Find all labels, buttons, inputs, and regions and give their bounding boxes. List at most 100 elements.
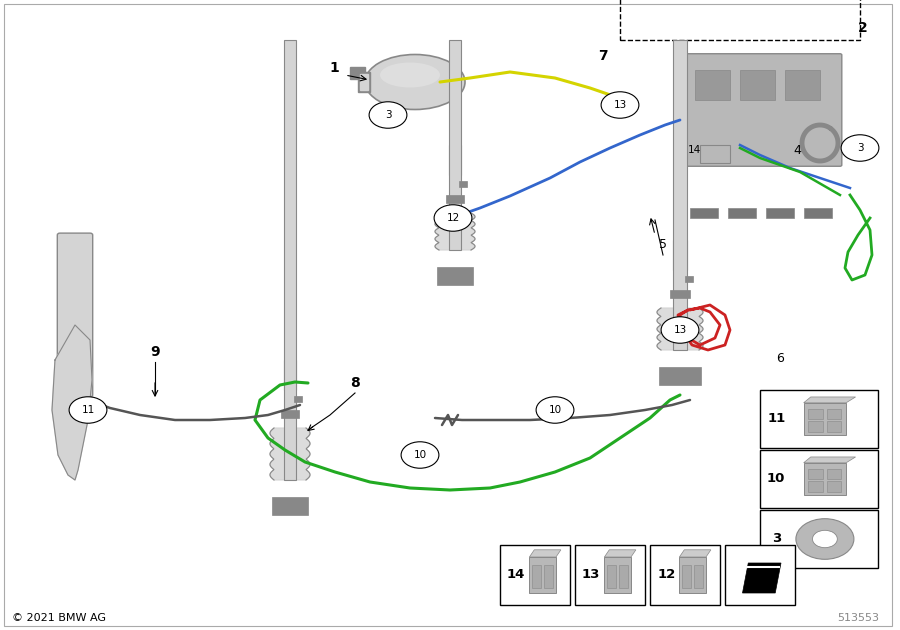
Text: 4: 4 [793,144,801,156]
Bar [437,267,473,285]
Text: 3: 3 [857,143,863,153]
Bar [673,240,687,270]
Text: © 2021 BMW AG: © 2021 BMW AG [12,613,106,623]
Bar [575,545,645,605]
Bar [827,421,842,432]
Polygon shape [358,72,370,92]
Text: 10: 10 [548,405,562,415]
Polygon shape [657,308,703,350]
Bar [808,481,823,492]
Bar [272,497,308,515]
Circle shape [796,518,854,559]
Bar [673,40,687,350]
Circle shape [601,92,639,118]
Bar [500,545,570,605]
Text: 13: 13 [673,325,687,335]
Bar [725,545,795,605]
Circle shape [369,102,407,129]
Text: 1: 1 [329,61,339,75]
Bar [760,450,878,508]
Text: 10: 10 [767,472,786,486]
Bar [670,290,689,298]
Text: 3: 3 [771,532,781,546]
Bar [350,67,365,79]
Bar [690,208,718,218]
Text: 7: 7 [598,49,608,63]
Bar [827,409,842,419]
Bar [544,565,554,588]
Polygon shape [680,550,711,557]
Text: 11: 11 [81,405,94,415]
Bar [700,145,730,163]
Bar [446,195,464,203]
Circle shape [536,397,574,423]
Bar [728,208,756,218]
Bar [682,565,691,588]
Bar [529,557,556,593]
Text: 6: 6 [776,352,784,365]
Text: 513553: 513553 [837,613,879,623]
Bar [785,70,820,100]
Bar [760,390,878,448]
Polygon shape [804,397,856,403]
Bar [293,396,302,402]
Circle shape [662,317,699,343]
Text: 13: 13 [614,100,626,110]
Bar [605,557,631,593]
Bar [740,70,775,100]
Circle shape [69,397,107,423]
Circle shape [434,205,472,231]
Text: 8: 8 [350,376,360,390]
Text: 3: 3 [384,110,392,120]
Polygon shape [605,550,636,557]
Bar [827,481,842,492]
Bar [620,0,860,40]
Bar [808,469,823,479]
Bar [808,421,823,432]
Ellipse shape [365,55,465,110]
Circle shape [813,530,837,547]
Text: 5: 5 [659,239,667,251]
Text: 9: 9 [150,345,160,359]
Bar [766,208,794,218]
Circle shape [401,442,439,468]
Bar [804,208,832,218]
Bar [808,409,823,419]
Bar [760,510,878,568]
Bar [827,469,842,479]
FancyBboxPatch shape [683,54,842,166]
Bar [650,545,720,605]
Bar [449,145,461,175]
Polygon shape [742,563,781,593]
Bar [449,40,461,250]
Polygon shape [804,457,856,463]
Bar [284,360,295,390]
Bar [804,463,846,495]
Text: 10: 10 [413,450,427,460]
Circle shape [842,135,879,161]
Text: 12: 12 [657,568,675,581]
FancyBboxPatch shape [58,233,93,397]
Bar [284,40,295,480]
Text: 13: 13 [582,568,600,581]
Text: 2: 2 [858,21,868,35]
Text: 11: 11 [767,413,786,425]
Bar [695,70,730,100]
Bar [659,367,701,385]
Bar [459,181,466,187]
Bar [804,403,846,435]
Text: 14: 14 [507,568,526,581]
Polygon shape [435,213,475,250]
Text: 14: 14 [688,145,701,155]
Text: 12: 12 [446,213,460,223]
Ellipse shape [380,62,440,88]
Polygon shape [360,74,368,90]
Bar [680,557,706,593]
Bar [608,565,616,588]
Bar [532,565,541,588]
Polygon shape [270,428,310,480]
Bar [282,410,299,418]
Bar [619,565,628,588]
Bar [685,276,693,282]
Bar [694,565,703,588]
